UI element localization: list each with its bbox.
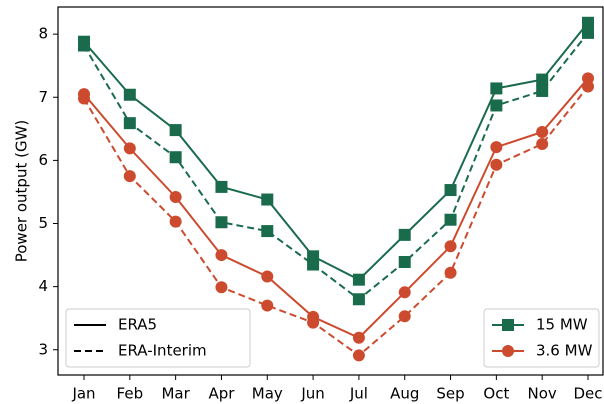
x-tick-label: Jan bbox=[71, 385, 95, 403]
marker bbox=[582, 16, 594, 29]
series-line bbox=[83, 22, 589, 281]
marker bbox=[261, 193, 274, 206]
plot-frame bbox=[57, 6, 604, 376]
marker bbox=[123, 88, 136, 101]
marker bbox=[261, 299, 274, 312]
marker bbox=[352, 293, 365, 306]
marker bbox=[490, 82, 503, 95]
marker bbox=[307, 316, 320, 329]
x-tick-label: Aug bbox=[390, 385, 419, 403]
marker bbox=[490, 141, 503, 154]
x-tick-label: May bbox=[252, 385, 283, 403]
marker bbox=[502, 319, 514, 331]
x-tick-label: Nov bbox=[528, 385, 557, 403]
y-tick-label: 4 bbox=[38, 277, 48, 295]
y-tick-label: 7 bbox=[38, 88, 48, 106]
series-line bbox=[83, 77, 589, 339]
marker bbox=[444, 240, 457, 253]
marker bbox=[536, 73, 549, 86]
marker bbox=[502, 345, 514, 357]
x-tick-label: Mar bbox=[161, 385, 190, 403]
marker bbox=[352, 349, 365, 362]
marker bbox=[582, 80, 594, 93]
marker bbox=[536, 125, 549, 138]
marker bbox=[444, 213, 457, 226]
marker bbox=[398, 286, 411, 299]
marker bbox=[536, 84, 549, 97]
marker bbox=[352, 273, 365, 286]
legend-label: ERA-Interim bbox=[118, 342, 207, 360]
x-tick-label: Apr bbox=[208, 385, 235, 403]
legend-label: 15 MW bbox=[536, 316, 588, 334]
legend-label: 3.6 MW bbox=[536, 342, 593, 360]
marker bbox=[582, 26, 594, 39]
marker bbox=[78, 92, 90, 105]
marker bbox=[352, 331, 365, 344]
y-tick-label: 5 bbox=[38, 214, 48, 232]
marker bbox=[582, 72, 594, 85]
x-tick-label: Jul bbox=[349, 385, 368, 403]
marker bbox=[490, 99, 503, 112]
marker bbox=[215, 180, 228, 193]
marker bbox=[123, 170, 136, 183]
marker bbox=[307, 258, 320, 271]
marker bbox=[261, 225, 274, 238]
marker bbox=[398, 256, 411, 269]
marker bbox=[444, 266, 457, 279]
series-line bbox=[83, 85, 589, 357]
y-tick-label: 8 bbox=[38, 25, 48, 43]
marker bbox=[78, 39, 90, 52]
x-tick-label: Dec bbox=[573, 385, 602, 403]
marker bbox=[215, 216, 228, 229]
marker bbox=[123, 142, 136, 155]
series-line bbox=[83, 32, 589, 301]
y-tick-label: 3 bbox=[38, 340, 48, 358]
marker bbox=[398, 228, 411, 241]
marker bbox=[444, 184, 457, 197]
marker bbox=[169, 190, 182, 203]
y-axis-label: Power output (GW) bbox=[13, 120, 31, 263]
marker bbox=[398, 310, 411, 323]
marker bbox=[169, 124, 182, 137]
marker bbox=[215, 249, 228, 262]
y-tick-label: 6 bbox=[38, 151, 48, 169]
marker bbox=[261, 270, 274, 283]
legend-box bbox=[65, 308, 251, 368]
marker bbox=[215, 281, 228, 294]
x-tick-label: Jun bbox=[300, 385, 324, 403]
marker bbox=[536, 137, 549, 150]
marker bbox=[123, 117, 136, 130]
x-tick-label: Oct bbox=[483, 385, 509, 403]
x-tick-label: Sep bbox=[436, 385, 464, 403]
x-tick-label: Feb bbox=[117, 385, 144, 403]
marker bbox=[490, 158, 503, 171]
marker bbox=[169, 151, 182, 164]
marker bbox=[169, 215, 182, 228]
legend-label: ERA5 bbox=[118, 316, 157, 334]
